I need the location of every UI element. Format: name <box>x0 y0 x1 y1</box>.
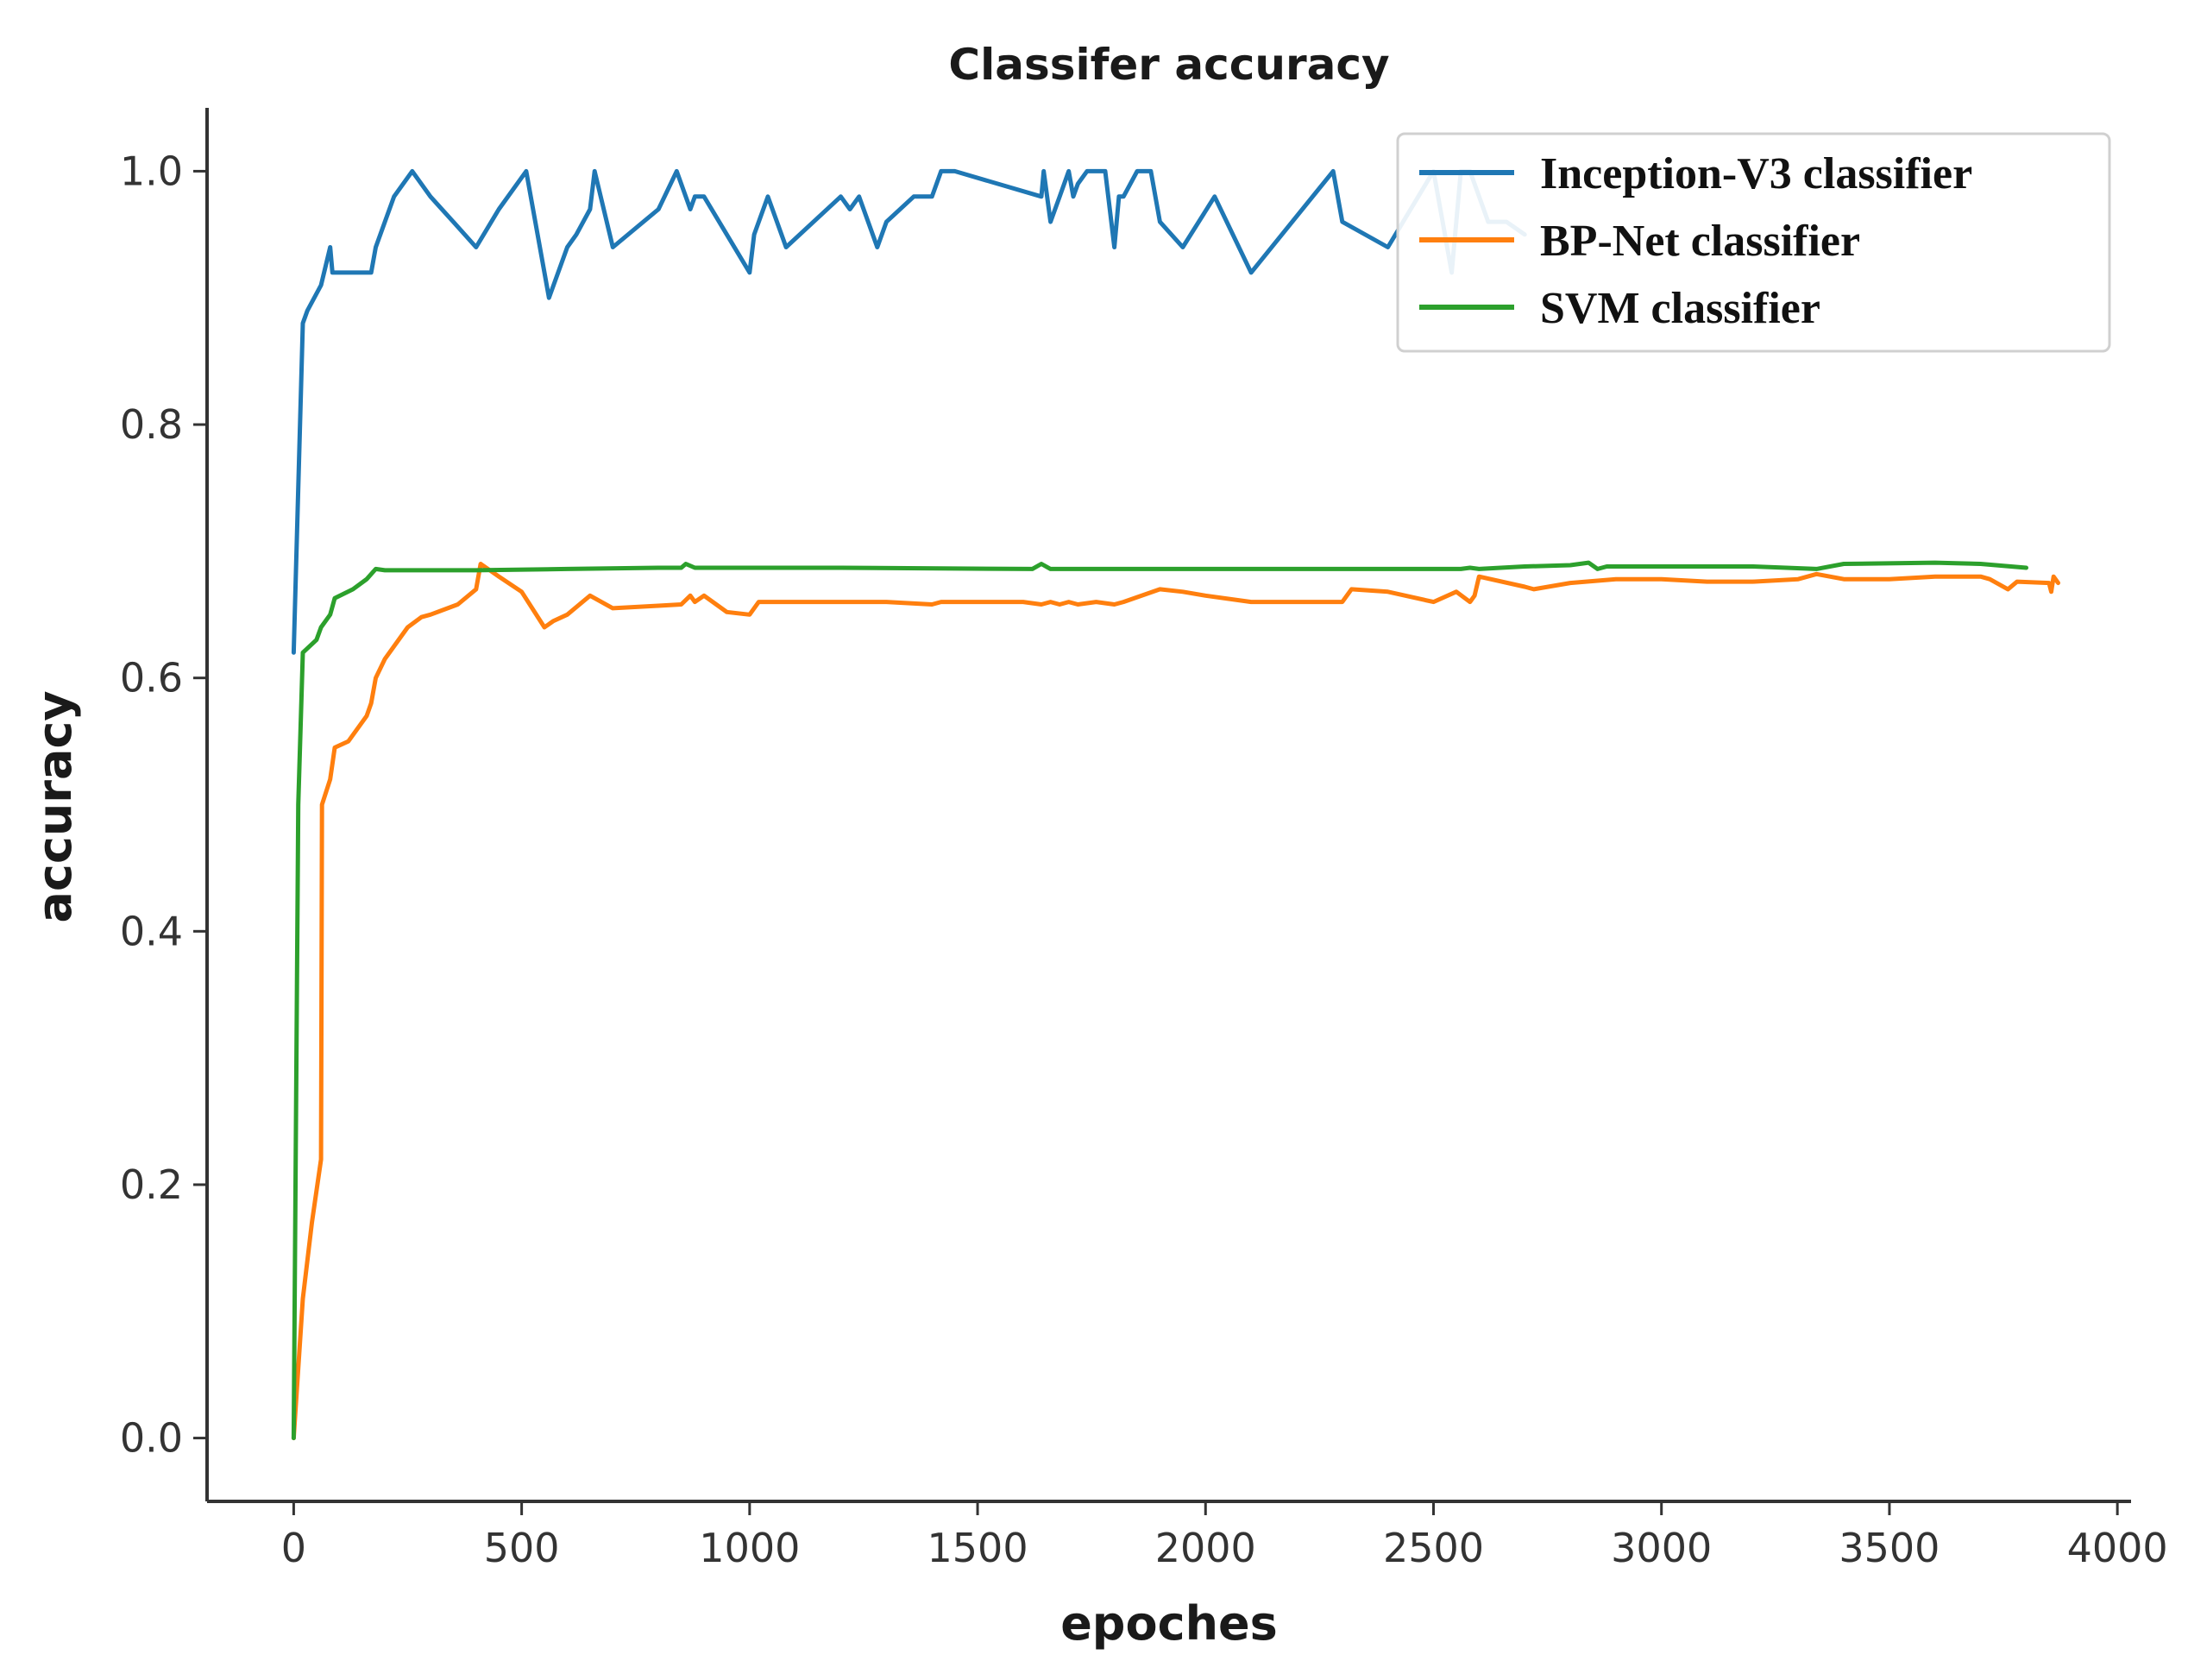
x-ticks: 0 500 1000 1500 2000 2500 3000 3500 4000 <box>281 1501 2168 1571</box>
legend-box <box>1396 132 2111 353</box>
series-line-inception-v3-classifier <box>291 168 1527 655</box>
x-tick-label: 3500 <box>1839 1525 1940 1571</box>
x-axis-label: epoches <box>1060 1596 1278 1651</box>
legend-entries: Inception-V3 classifier BP-Net classifier… <box>1419 149 1972 333</box>
x-tick-label: 2500 <box>1383 1525 1484 1571</box>
y-tick-label: 0.0 <box>120 1415 183 1462</box>
y-tick-label: 0.6 <box>120 655 183 702</box>
x-tick-label: 0 <box>281 1525 306 1571</box>
x-tick-label: 1000 <box>699 1525 800 1571</box>
x-tick-label: 4000 <box>2067 1525 2168 1571</box>
legend-label: SVM classifier <box>1540 284 1820 333</box>
chart-title: Classifer accuracy <box>948 40 1389 90</box>
y-tick-label: 1.0 <box>120 148 183 194</box>
x-tick-label: 3000 <box>1611 1525 1712 1571</box>
legend-label: BP-Net classifier <box>1540 217 1860 266</box>
y-tick-label: 0.2 <box>120 1161 183 1208</box>
legend-label: Inception-V3 classifier <box>1540 149 1972 198</box>
series-line-svm-classifier <box>291 560 2028 1441</box>
y-axis-label: accuracy <box>28 690 82 922</box>
y-ticks: 0.0 0.2 0.4 0.6 0.8 1.0 <box>120 148 207 1462</box>
series-group <box>291 168 2060 1441</box>
series-line-bp-net-classifier <box>291 562 2060 1441</box>
legend: Inception-V3 classifier BP-Net classifier… <box>1396 132 2111 353</box>
y-tick-label: 0.8 <box>120 401 183 448</box>
x-tick-label: 1500 <box>927 1525 1028 1571</box>
y-tick-label: 0.4 <box>120 908 183 954</box>
x-tick-label: 500 <box>484 1525 560 1571</box>
x-tick-label: 2000 <box>1155 1525 1256 1571</box>
